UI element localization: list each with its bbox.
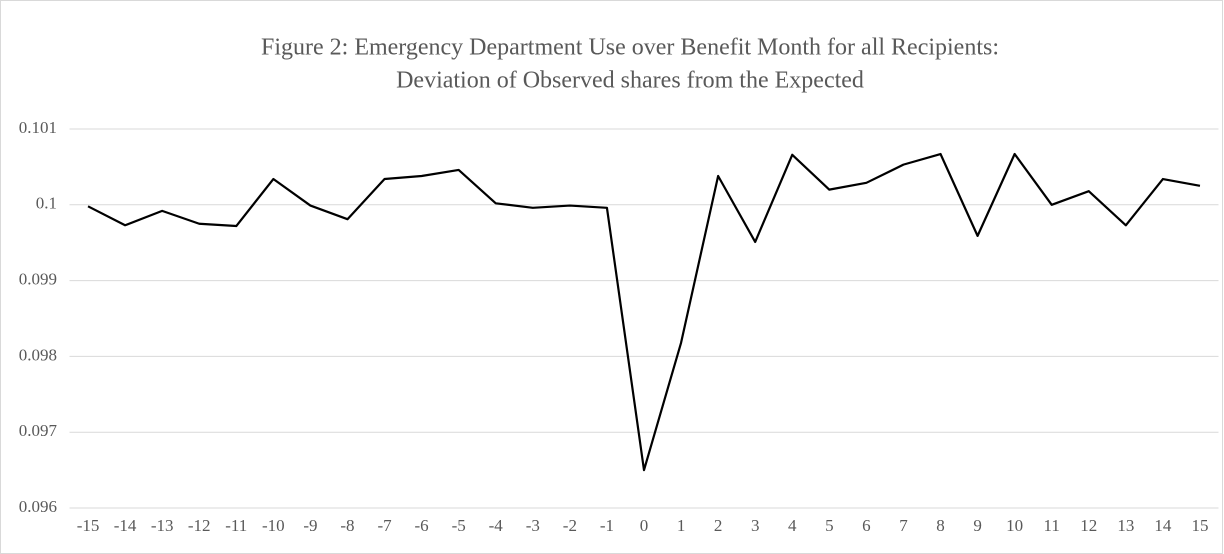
x-tick-label: 4 xyxy=(788,516,797,535)
y-tick-label: 0.1 xyxy=(36,194,57,213)
x-tick-label: 2 xyxy=(714,516,723,535)
x-tick-label: -2 xyxy=(563,516,577,535)
x-tick-label: -1 xyxy=(600,516,614,535)
x-tick-label: 9 xyxy=(973,516,982,535)
x-tick-label: -12 xyxy=(188,516,211,535)
x-tick-label: 6 xyxy=(862,516,871,535)
y-tick-label: 0.096 xyxy=(19,497,57,516)
chart-title: Figure 2: Emergency Department Use over … xyxy=(261,35,999,61)
x-tick-label: -5 xyxy=(452,516,466,535)
data-line xyxy=(87,152,1201,472)
chart-title: Deviation of Observed shares from the Ex… xyxy=(396,68,864,94)
x-tick-label: 11 xyxy=(1044,516,1060,535)
x-tick-label: -10 xyxy=(262,516,285,535)
x-tick-label: 3 xyxy=(751,516,760,535)
x-tick-label: -6 xyxy=(415,516,429,535)
x-tick-label: -3 xyxy=(526,516,540,535)
y-tick-label: 0.097 xyxy=(19,421,58,440)
y-tick-label: 0.099 xyxy=(19,270,57,289)
y-tick-label: 0.101 xyxy=(19,118,57,137)
x-tick-label: -15 xyxy=(77,516,100,535)
x-tick-label: 0 xyxy=(640,516,649,535)
x-tick-label: 12 xyxy=(1080,516,1097,535)
x-tick-label: -9 xyxy=(303,516,317,535)
x-tick-label: 8 xyxy=(936,516,945,535)
x-tick-label: 7 xyxy=(899,516,908,535)
x-tick-label: -8 xyxy=(340,516,354,535)
x-tick-label: 10 xyxy=(1006,516,1023,535)
x-tick-label: 15 xyxy=(1191,516,1208,535)
y-tick-label: 0.098 xyxy=(19,345,57,364)
x-tick-label: -14 xyxy=(114,516,137,535)
x-tick-label: 14 xyxy=(1154,516,1172,535)
x-tick-label: 5 xyxy=(825,516,834,535)
x-tick-label: 13 xyxy=(1117,516,1134,535)
x-tick-label: -4 xyxy=(489,516,504,535)
x-tick-label: -11 xyxy=(225,516,247,535)
x-tick-label: -7 xyxy=(377,516,392,535)
x-tick-label: 1 xyxy=(677,516,686,535)
x-tick-label: -13 xyxy=(151,516,174,535)
